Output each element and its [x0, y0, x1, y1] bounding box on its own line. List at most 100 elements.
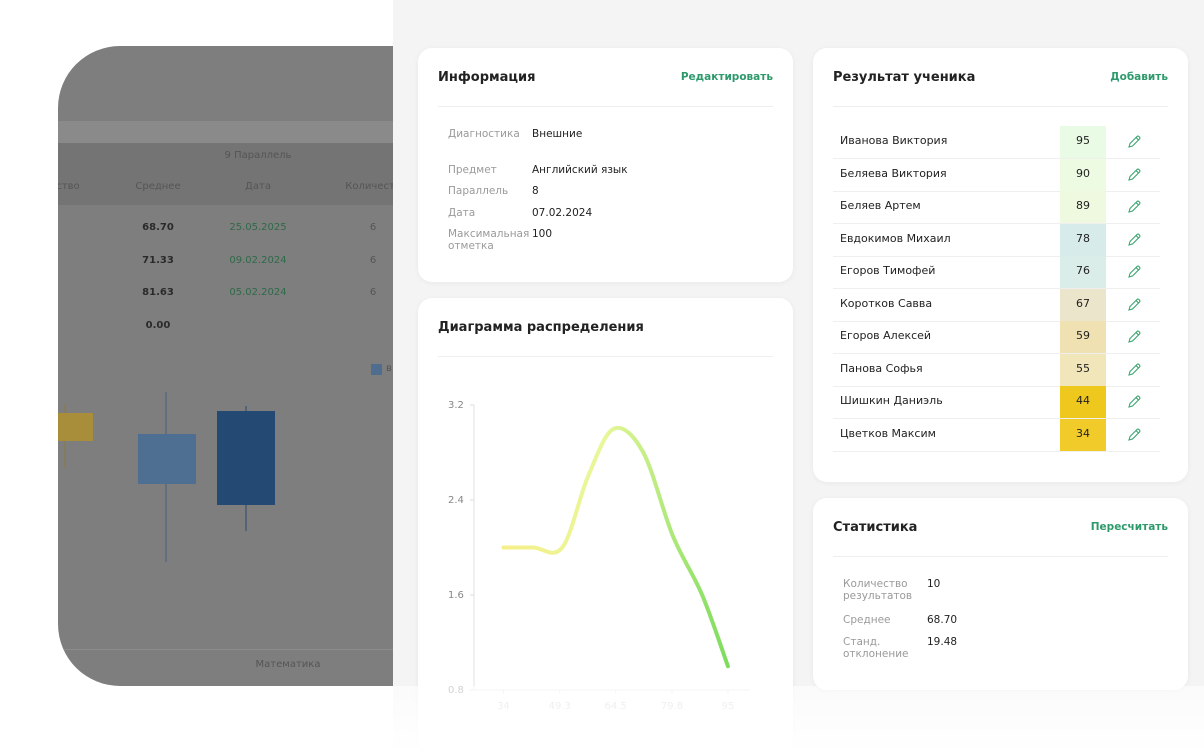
score: 59 — [1060, 321, 1106, 353]
cell: 6 — [369, 287, 377, 298]
score: 90 — [1060, 158, 1106, 191]
recalc-link[interactable]: Пересчитать — [1090, 521, 1168, 533]
cell: 6 — [369, 222, 377, 233]
background-screen: 9 Параллель ство Среднее Дата Количеств … — [58, 46, 418, 686]
edit-icon[interactable] — [1126, 264, 1142, 280]
edit-icon[interactable] — [1126, 362, 1142, 378]
pencil — [1128, 135, 1141, 148]
pencil — [1128, 428, 1141, 441]
score: 34 — [1060, 418, 1106, 451]
score: 55 — [1060, 353, 1106, 386]
result-row: Шишкин Даниэль 44 — [833, 386, 1160, 419]
student-name: Иванова Виктория — [840, 134, 948, 147]
student-name: Егоров Тимофей — [840, 264, 936, 277]
pencil — [1128, 200, 1141, 213]
result-row: Коротков Савва 67 — [833, 288, 1160, 322]
fade — [393, 686, 1204, 753]
student-name: Беляева Виктория — [840, 166, 947, 180]
cell: 05.02.2024 — [229, 287, 287, 298]
field-value: 8 — [532, 185, 539, 197]
cell: 09.02.2024 — [229, 254, 287, 266]
student-name: Коротков Савва — [840, 296, 933, 310]
pencil — [1128, 168, 1141, 181]
student-name: Евдокимов Михаил — [840, 231, 951, 245]
student-name: Панова Софья — [840, 361, 923, 375]
field-value: 100 — [532, 228, 553, 240]
result-row: Цветков Максим 34 — [833, 418, 1160, 452]
score: 44 — [1060, 386, 1106, 418]
field-label: Предмет — [448, 164, 497, 176]
result-row: Иванова Виктория 95 — [833, 126, 1160, 159]
divider — [833, 106, 1168, 107]
side-panel: Информация Редактировать Диагностика Внеш… — [393, 0, 1204, 753]
column: Дата — [245, 181, 271, 192]
edit-icon[interactable] — [1126, 167, 1142, 183]
box — [138, 434, 196, 484]
pencil — [1128, 233, 1141, 246]
column: Среднее — [135, 181, 181, 192]
field-value: 07.02.2024 — [532, 207, 593, 219]
score: 89 — [1060, 191, 1106, 223]
field-value: Внешние — [532, 128, 583, 140]
legend-swatch — [371, 364, 382, 375]
student-name: Егоров Алексей — [840, 329, 932, 342]
edit-icon[interactable] — [1126, 427, 1142, 443]
field-value: 19.48 — [927, 636, 958, 648]
edit-icon[interactable] — [1126, 394, 1142, 410]
cell: 81.63 — [142, 287, 174, 298]
pencil — [1128, 330, 1141, 343]
field-label: Параллель — [448, 185, 509, 197]
edit-icon[interactable] — [1126, 232, 1142, 248]
axis — [58, 649, 418, 650]
edit-link[interactable]: Редактировать — [680, 71, 773, 83]
cell: 0.00 — [145, 319, 171, 331]
student-name: Беляев Артем — [840, 199, 921, 212]
pencil — [1128, 265, 1141, 278]
chart-card: Диаграмма распределения 3.22.41.60.83449… — [418, 298, 793, 753]
edit-icon[interactable] — [1126, 329, 1142, 345]
chart: 3.22.41.60.83449.364.579.895 — [448, 400, 750, 712]
result-row: Егоров Тимофей 76 — [833, 256, 1160, 289]
score: 95 — [1060, 126, 1106, 158]
card-title: Информация — [438, 70, 536, 85]
field-label: Среднее — [843, 614, 891, 626]
box-plots — [58, 392, 275, 562]
band — [58, 121, 418, 143]
result-row: Евдокимов Михаил 78 — [833, 223, 1160, 257]
group-title: 9 Параллель — [224, 150, 292, 161]
result-row: Беляева Виктория 90 — [833, 158, 1160, 192]
cell: 25.05.2025 — [229, 222, 287, 233]
y-tick-label: 1.6 — [448, 590, 464, 601]
column: ство — [58, 181, 80, 192]
y-tick-label: 2.4 — [448, 495, 464, 506]
field-value: Английский язык — [532, 164, 628, 176]
result-row: Панова Софья 55 — [833, 353, 1160, 387]
card-title: Диаграмма распределения — [438, 320, 644, 335]
line — [501, 425, 730, 669]
column: Количеств — [345, 181, 401, 192]
add-link[interactable]: Добавить — [1110, 71, 1168, 83]
field-label: Количество результатов — [843, 578, 913, 602]
edit-icon[interactable] — [1126, 199, 1142, 215]
field-label: Диагностика — [448, 128, 520, 140]
card-title: Статистика — [833, 520, 918, 535]
score: 78 — [1060, 223, 1106, 256]
edit-icon[interactable] — [1126, 134, 1142, 150]
field-label: Дата — [448, 207, 476, 219]
edit-icon[interactable] — [1126, 297, 1142, 313]
student-name: Цветков Максим — [840, 426, 936, 440]
box — [217, 411, 275, 505]
card-title: Результат ученика — [833, 70, 976, 85]
field-value: 68.70 — [927, 614, 958, 626]
cell: 71.33 — [142, 254, 174, 266]
y-tick-label: 3.2 — [448, 400, 464, 411]
divider — [833, 556, 1168, 557]
box — [58, 413, 93, 441]
table-header — [58, 143, 418, 205]
field-label: Станд. отклонение — [843, 636, 909, 660]
result-row: Егоров Алексей 59 — [833, 321, 1160, 354]
subject: Математика — [255, 659, 321, 670]
score: 76 — [1060, 256, 1106, 288]
pencil — [1128, 363, 1141, 376]
